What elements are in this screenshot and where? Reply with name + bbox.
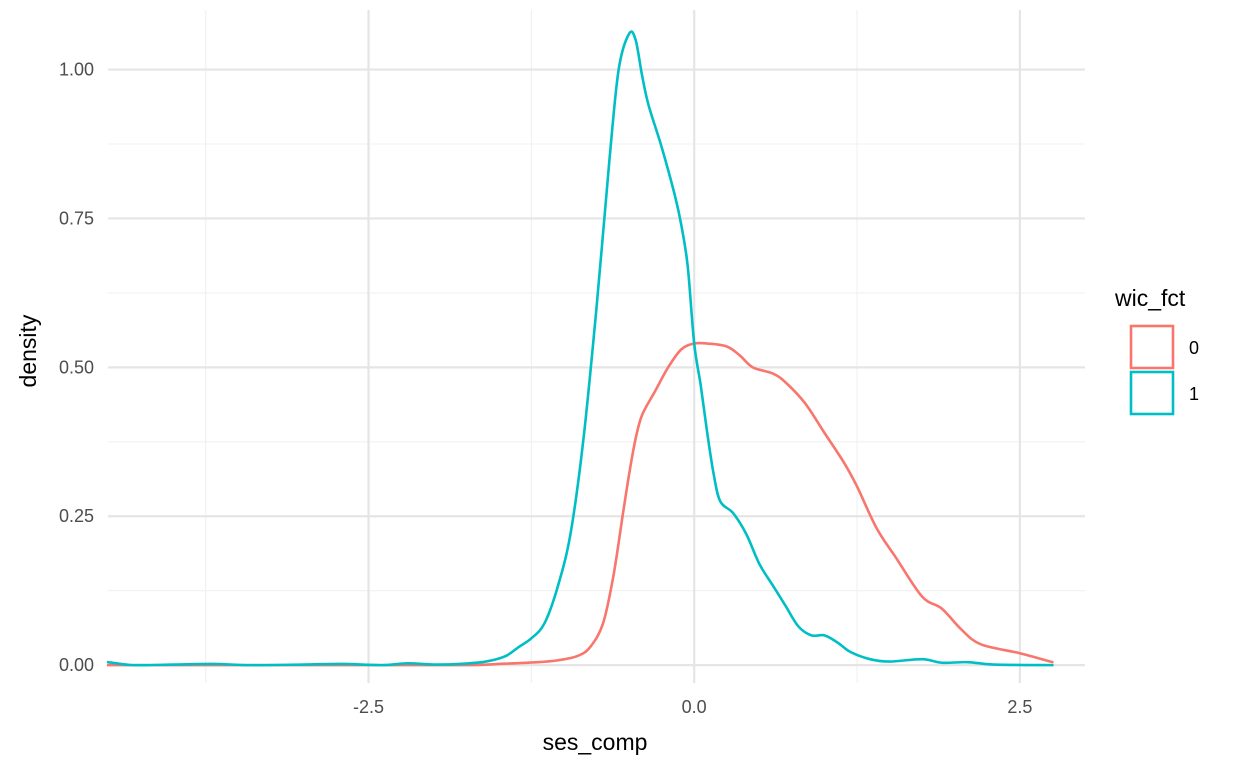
- y-tick-label-4: 1.00: [59, 60, 94, 80]
- legend-key-1: [1129, 370, 1175, 416]
- y-tick-label-2: 0.50: [59, 357, 94, 377]
- x-axis-title: ses_comp: [543, 729, 648, 755]
- series-lines: [106, 30, 1054, 667]
- y-tick-label-0: 0.00: [59, 655, 94, 675]
- legend-title: wic_fct: [1114, 285, 1186, 311]
- series-line-0: [106, 341, 1054, 667]
- legend-label-0: 0: [1189, 338, 1199, 358]
- x-tick-label-2: 2.5: [1007, 697, 1032, 717]
- minor-gridlines: [108, 10, 1085, 683]
- y-tick-label-3: 0.75: [59, 208, 94, 228]
- x-tick-labels: -2.5 0.0 2.5: [353, 697, 1032, 717]
- legend-label-1: 1: [1189, 384, 1199, 404]
- y-tick-label-1: 0.25: [59, 506, 94, 526]
- x-tick-label-0: -2.5: [353, 697, 384, 717]
- series-line-1: [106, 30, 1054, 667]
- x-tick-label-1: 0.0: [682, 697, 707, 717]
- legend-items: 01: [1129, 324, 1199, 416]
- y-tick-labels: 0.00 0.25 0.50 0.75 1.00: [59, 60, 94, 676]
- legend: wic_fct 01: [1114, 285, 1199, 416]
- y-axis-title: density: [15, 314, 41, 387]
- legend-key-0: [1129, 324, 1175, 370]
